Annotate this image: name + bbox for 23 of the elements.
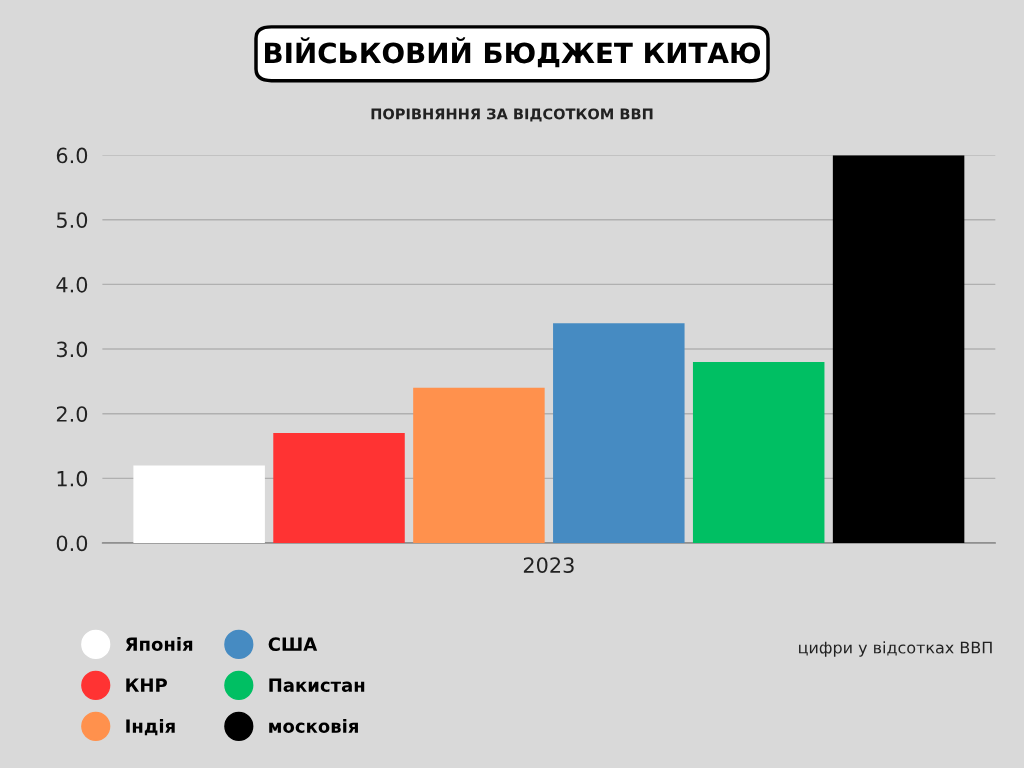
- bar: [133, 465, 265, 543]
- y-tick-label: 1.0: [57, 470, 88, 487]
- y-tick-label: 5.0: [56, 212, 88, 228]
- bar: [692, 361, 825, 543]
- legend-label: Індія: [126, 718, 175, 736]
- x-tick-label: 2023: [523, 557, 574, 573]
- legend-label: московія: [269, 718, 358, 733]
- chart-subtitle: ПОРІВНЯННЯ ЗА ВІДСОТКОМ ВВП: [371, 108, 653, 122]
- legend-label: КНР: [126, 678, 167, 692]
- y-tick-label: 4.0: [56, 276, 88, 293]
- y-tick-label: 0.0: [56, 535, 88, 552]
- y-tick-label: 3.0: [56, 341, 88, 358]
- text: цифри у відсотках ВВП: [799, 641, 992, 657]
- bar: [553, 323, 685, 543]
- chart-title: ВІЙСЬКОВИЙ БЮДЖЕТ КИТАЮ: [265, 37, 761, 68]
- legend-label: Пакистан: [269, 678, 365, 692]
- y-tick-label: 6.0: [56, 147, 88, 164]
- bar: [832, 155, 965, 543]
- bar: [413, 387, 545, 543]
- bar: [273, 433, 405, 543]
- legend-label: Японія: [125, 637, 193, 651]
- legend-label: США: [268, 637, 318, 651]
- y-tick-label: 2.0: [56, 406, 88, 422]
